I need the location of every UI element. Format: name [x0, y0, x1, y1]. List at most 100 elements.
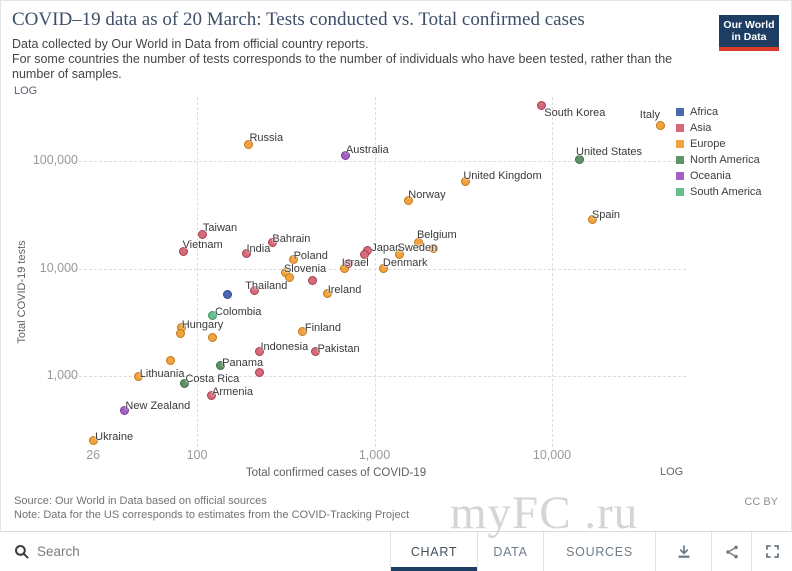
legend-item-asia[interactable]: Asia — [676, 120, 762, 136]
legend-swatch-oceania — [676, 172, 684, 180]
data-point-belgium[interactable] — [414, 238, 424, 248]
legend-item-oceania[interactable]: Oceania — [676, 168, 762, 184]
data-point-sweden[interactable] — [429, 243, 438, 253]
y-tick-label-1000: 1,000 — [46, 368, 78, 382]
data-point-ireland[interactable] — [323, 288, 333, 298]
fullscreen-button[interactable] — [751, 532, 792, 571]
search-box[interactable]: Search — [0, 532, 390, 571]
data-point-south-korea[interactable] — [536, 100, 546, 110]
y-tick-label-100000: 100,000 — [32, 153, 78, 167]
legend-swatch-south-america — [676, 188, 684, 196]
legend-item-africa[interactable]: Africa — [676, 104, 762, 120]
legend-label-africa: Africa — [690, 106, 719, 118]
data-point-thailand[interactable] — [249, 286, 259, 296]
download-icon — [678, 544, 689, 558]
data-point-italy[interactable] — [656, 120, 666, 130]
legend-label-asia: Asia — [690, 122, 712, 134]
legend-item-south-america[interactable]: South America — [676, 184, 762, 200]
data-point-armenia[interactable] — [206, 390, 216, 400]
point-label-south-korea: South Korea — [544, 107, 606, 120]
data-point-indonesia[interactable] — [255, 346, 264, 356]
data-point[interactable] — [255, 367, 264, 377]
point-label-vietnam: Vietnam — [182, 239, 223, 252]
y-axis-scale-label: LOG — [14, 85, 38, 97]
data-point-australia[interactable] — [341, 150, 351, 160]
share-button[interactable] — [711, 532, 751, 571]
x-axis-title: Total confirmed cases of COVID-19 — [245, 467, 427, 479]
y-tick-label-10000: 10,000 — [39, 260, 78, 275]
owid-logo[interactable]: Our World in Data — [719, 15, 779, 51]
data-point-new-zealand[interactable] — [119, 405, 129, 415]
data-point-finland[interactable] — [298, 326, 308, 336]
tab-data[interactable]: DATA — [477, 532, 543, 571]
data-point-united-states[interactable] — [574, 155, 584, 165]
data-point-spain[interactable] — [588, 215, 598, 225]
data-point[interactable] — [222, 290, 232, 300]
subtitle-line-2: For some countries the number of tests c… — [12, 52, 673, 81]
point-label-armenia: Armenia — [212, 386, 254, 399]
legend-swatch-north-america — [676, 156, 684, 164]
legend-swatch-africa — [676, 108, 684, 116]
data-point-ukraine[interactable] — [88, 436, 98, 446]
data-point-costa-rica[interactable] — [179, 378, 189, 388]
data-point[interactable] — [343, 259, 353, 269]
point-label-ukraine: Ukraine — [95, 430, 134, 443]
legend-item-north-america[interactable]: North America — [676, 152, 762, 168]
data-point-vietnam[interactable] — [179, 246, 189, 256]
point-label-ireland: Ireland — [327, 284, 362, 297]
bottom-toolbar: Search CHART DATA SOURCES — [0, 531, 792, 571]
point-label-norway: Norway — [408, 189, 446, 202]
data-point-norway[interactable] — [403, 195, 413, 205]
data-point[interactable] — [284, 272, 294, 282]
tab-chart[interactable]: CHART — [390, 532, 477, 571]
legend-swatch-europe — [676, 140, 684, 148]
data-point-bahrain[interactable] — [267, 237, 277, 247]
source-line: Source: Our World in Data based on offic… — [14, 495, 267, 507]
legend-label-europe: Europe — [690, 138, 726, 150]
x-tick-label-26: 26 — [86, 448, 101, 462]
legend-label-oceania: Oceania — [690, 170, 731, 182]
data-point[interactable] — [359, 249, 369, 259]
x-tick-label-100: 100 — [186, 448, 208, 462]
data-point-colombia[interactable] — [208, 311, 218, 321]
owid-logo-red-bar — [719, 47, 779, 51]
search-placeholder: Search — [37, 544, 80, 559]
x-tick-label-10000: 10,000 — [532, 448, 572, 462]
data-point[interactable] — [207, 332, 217, 342]
data-point[interactable] — [166, 355, 176, 365]
tab-sources[interactable]: SOURCES — [543, 532, 655, 571]
data-point-denmark[interactable] — [379, 263, 389, 273]
legend-item-europe[interactable]: Europe — [676, 136, 762, 152]
data-point-india[interactable] — [241, 248, 251, 258]
data-point-united-kingdom[interactable] — [460, 177, 470, 187]
data-point-panama[interactable] — [215, 361, 225, 371]
download-button[interactable] — [655, 532, 711, 571]
chart-subtitle: Data collected by Our World in Data from… — [12, 37, 684, 82]
data-point[interactable] — [308, 276, 318, 286]
page-title: COVID–19 data as of 20 March: Tests cond… — [12, 9, 585, 30]
legend-swatch-asia — [676, 124, 684, 132]
point-label-colombia: Colombia — [214, 305, 262, 318]
legend-label-north-america: North America — [690, 154, 760, 166]
point-label-indonesia: Indonesia — [260, 341, 309, 354]
data-point-lithuania[interactable] — [134, 372, 144, 382]
data-point-russia[interactable] — [243, 139, 253, 149]
license-link[interactable]: CC BY — [744, 496, 778, 508]
data-point-taiwan[interactable] — [198, 230, 208, 240]
data-point-pakistan[interactable] — [310, 347, 320, 356]
point-label-united-kingdom: United Kingdom — [463, 169, 542, 182]
x-axis-scale-label: LOG — [660, 466, 684, 478]
data-point[interactable] — [176, 328, 186, 338]
x-gridline-1000 — [374, 97, 376, 447]
data-point[interactable] — [394, 250, 404, 260]
data-point-poland[interactable] — [289, 254, 299, 264]
footer-notes: Source: Our World in Data based on offic… — [14, 495, 409, 522]
chart-legend: Africa Asia Europe North America Oceania Sout… — [676, 104, 762, 200]
note-line: Note: Data for the US corresponds to est… — [14, 508, 410, 521]
fullscreen-icon — [765, 545, 779, 558]
y-axis-title: Total COVID-19 tests — [16, 240, 28, 344]
point-label-denmark: Denmark — [382, 257, 428, 270]
point-label-italy: Italy — [639, 109, 660, 122]
